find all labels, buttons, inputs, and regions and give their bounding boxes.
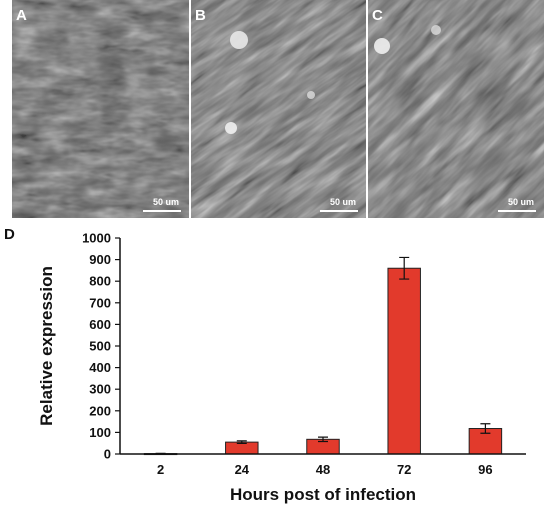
cell-texture	[12, 0, 189, 218]
bars	[143, 256, 503, 456]
scale-bar	[320, 210, 358, 212]
x-tick-label: 96	[478, 462, 492, 477]
y-tick-label: 100	[89, 425, 111, 440]
x-tick-label: 72	[397, 462, 411, 477]
error-bar-24	[236, 440, 247, 445]
x-axis-ticks: 2 24 48 72 96	[157, 462, 493, 477]
y-axis-label: Relative expression	[37, 266, 56, 426]
y-tick-label: 400	[89, 360, 111, 375]
scale-bar	[143, 210, 181, 212]
cell-texture	[191, 0, 366, 218]
micrograph-panel-b: B 50 um	[191, 0, 366, 218]
error-bar-48	[318, 436, 328, 443]
y-tick-label: 1000	[82, 231, 111, 246]
panel-letter-d: D	[4, 226, 15, 243]
x-tick-label: 24	[235, 462, 250, 477]
error-bar-96	[480, 423, 491, 434]
panel-letter: C	[372, 7, 383, 24]
y-tick-label: 0	[104, 447, 111, 462]
bar-chart: 0 100 200 300 400 500 600 700 800 900 1000 2 24 48 72…	[37, 231, 526, 504]
panel-letter: A	[16, 7, 27, 24]
y-tick-label: 900	[89, 252, 111, 267]
panel-letter: B	[195, 7, 206, 24]
cell-texture	[368, 0, 544, 218]
y-tick-label: 600	[89, 317, 111, 332]
y-tick-label: 700	[89, 295, 111, 310]
micrograph-panel-a: A 50 um	[12, 0, 189, 218]
bar-72	[387, 267, 421, 455]
scale-bar	[498, 210, 536, 212]
y-tick-label: 800	[89, 274, 111, 289]
y-axis-ticks: 0 100 200 300 400 500 600 700 800 900 1000	[82, 231, 120, 462]
scale-bar-label: 50 um	[507, 197, 534, 207]
scale-bar-label: 50 um	[329, 197, 356, 207]
x-axis-label: Hours post of infection	[230, 485, 416, 504]
micrograph-panel-c: C 50 um	[368, 0, 544, 218]
y-tick-label: 300	[89, 382, 111, 397]
error-bar-72	[399, 256, 410, 280]
x-tick-label: 48	[316, 462, 330, 477]
y-tick-label: 200	[89, 403, 111, 418]
x-tick-label: 2	[157, 462, 164, 477]
y-tick-label: 500	[89, 339, 111, 354]
scale-bar-label: 50 um	[152, 197, 179, 207]
